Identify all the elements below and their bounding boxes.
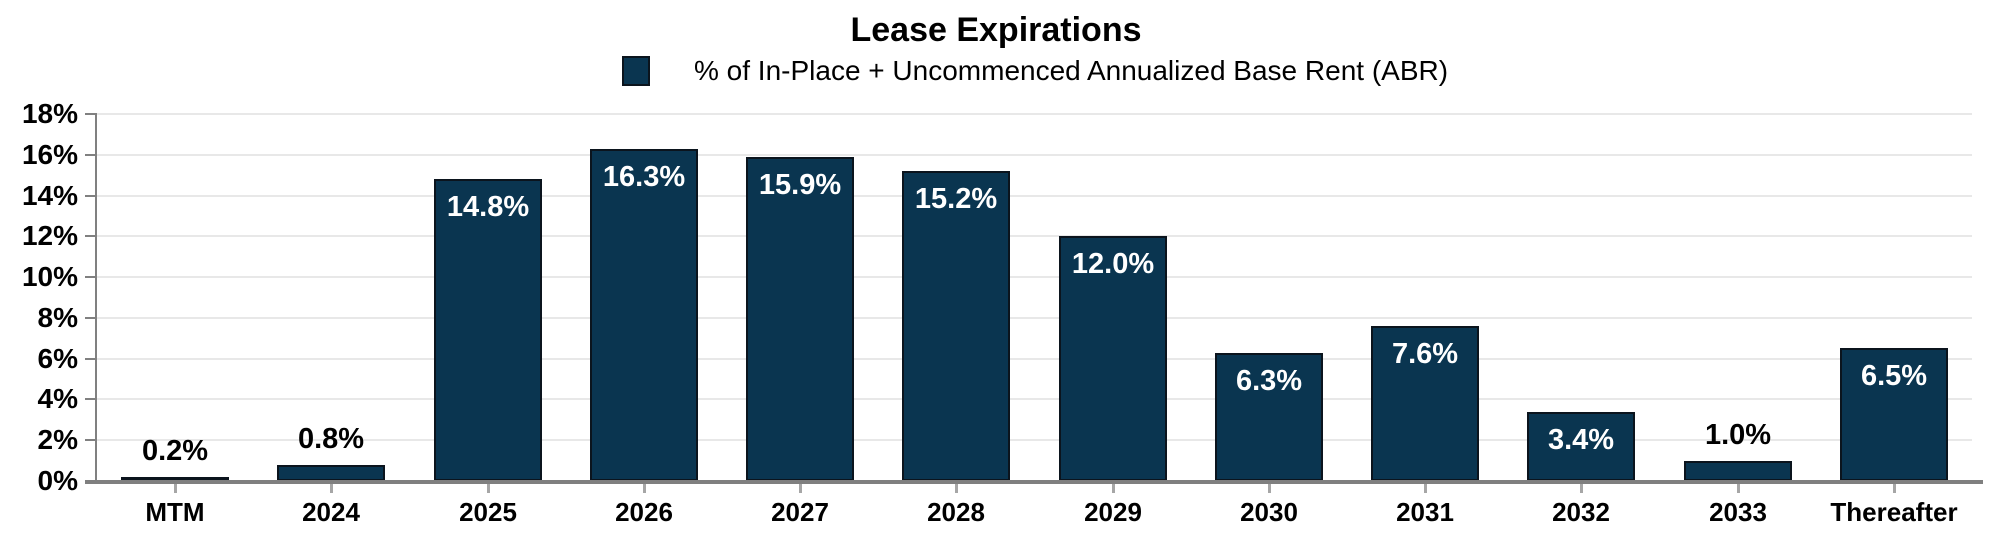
y-tick-label: 18% [21,98,78,129]
x-category-label: 2026 [615,497,673,527]
bar-value-label: 15.9% [758,169,842,201]
y-axis-tick [85,195,97,197]
bar [1527,412,1635,481]
x-axis-tick [1737,483,1740,493]
gridline [97,113,1972,115]
x-category-label: 2025 [459,497,517,527]
y-axis-tick [85,358,97,360]
x-category-label: Thereafter [1830,497,1958,527]
bar [434,179,542,481]
x-category-label: MTM [145,497,205,527]
x-category-label: 2024 [302,497,360,527]
x-axis-tick [1424,483,1427,493]
legend: % of In-Place + Uncommenced Annualized B… [622,54,1448,88]
bar-value-label: 6.3% [1235,365,1303,397]
legend-swatch-icon [622,56,650,86]
gridline [97,358,1972,360]
y-axis-tick [85,439,97,441]
bar-value-label: 0.8% [297,423,365,455]
bar [277,465,385,481]
gridline [97,154,1972,156]
bar [590,149,698,481]
y-axis-tick [85,398,97,400]
gridline [97,317,1972,319]
bar-value-label: 1.0% [1704,419,1772,451]
bar [1840,348,1948,481]
gridline [97,195,1972,197]
x-category-label: 2029 [1084,497,1142,527]
bar-value-label: 3.4% [1547,424,1615,456]
bar-value-label: 16.3% [602,161,686,193]
bar-value-label: 12.0% [1071,248,1155,280]
y-axis-tick [85,276,97,278]
y-tick-label: 0% [37,465,78,496]
x-category-label: 2033 [1709,497,1767,527]
y-tick-label: 12% [21,220,78,251]
y-axis-tick [85,154,97,156]
chart-title: Lease Expirations [850,11,1142,49]
y-tick-label: 2% [37,424,78,455]
y-axis-line [95,114,97,483]
y-tick-label: 8% [37,302,78,333]
bar [746,157,854,481]
bar [1684,461,1792,481]
bar-value-label: 15.2% [914,183,998,215]
bar-value-label: 7.6% [1391,338,1459,370]
x-axis-tick [487,483,490,493]
x-category-label: 2030 [1240,497,1298,527]
y-tick-label: 10% [21,261,78,292]
x-axis-tick [1112,483,1115,493]
x-axis-tick [955,483,958,493]
x-category-label: 2032 [1552,497,1610,527]
x-axis-line [85,480,1983,484]
y-axis-tick [85,113,97,115]
y-tick-label: 16% [21,139,78,170]
y-axis-tick [85,235,97,237]
legend-label: % of In-Place + Uncommenced Annualized B… [694,55,1449,86]
bar-value-label: 14.8% [446,191,530,223]
bar [902,171,1010,481]
y-tick-label: 14% [21,180,78,211]
x-category-label: 2028 [927,497,985,527]
y-axis-tick [85,317,97,319]
gridline [97,439,1972,441]
x-axis-tick [330,483,333,493]
x-category-label: 2027 [771,497,829,527]
x-axis-tick [174,483,177,493]
x-axis-tick [1268,483,1271,493]
x-axis-tick [1580,483,1583,493]
gridline [97,235,1972,237]
x-axis-tick [643,483,646,493]
gridline [97,398,1972,400]
y-tick-label: 4% [37,383,78,414]
gridline [97,276,1972,278]
bar-value-label: 0.2% [141,435,209,467]
bar-value-label: 6.5% [1860,360,1928,392]
y-tick-label: 6% [37,343,78,374]
x-category-label: 2031 [1396,497,1454,527]
x-axis-tick [799,483,802,493]
x-axis-tick [1893,483,1896,493]
